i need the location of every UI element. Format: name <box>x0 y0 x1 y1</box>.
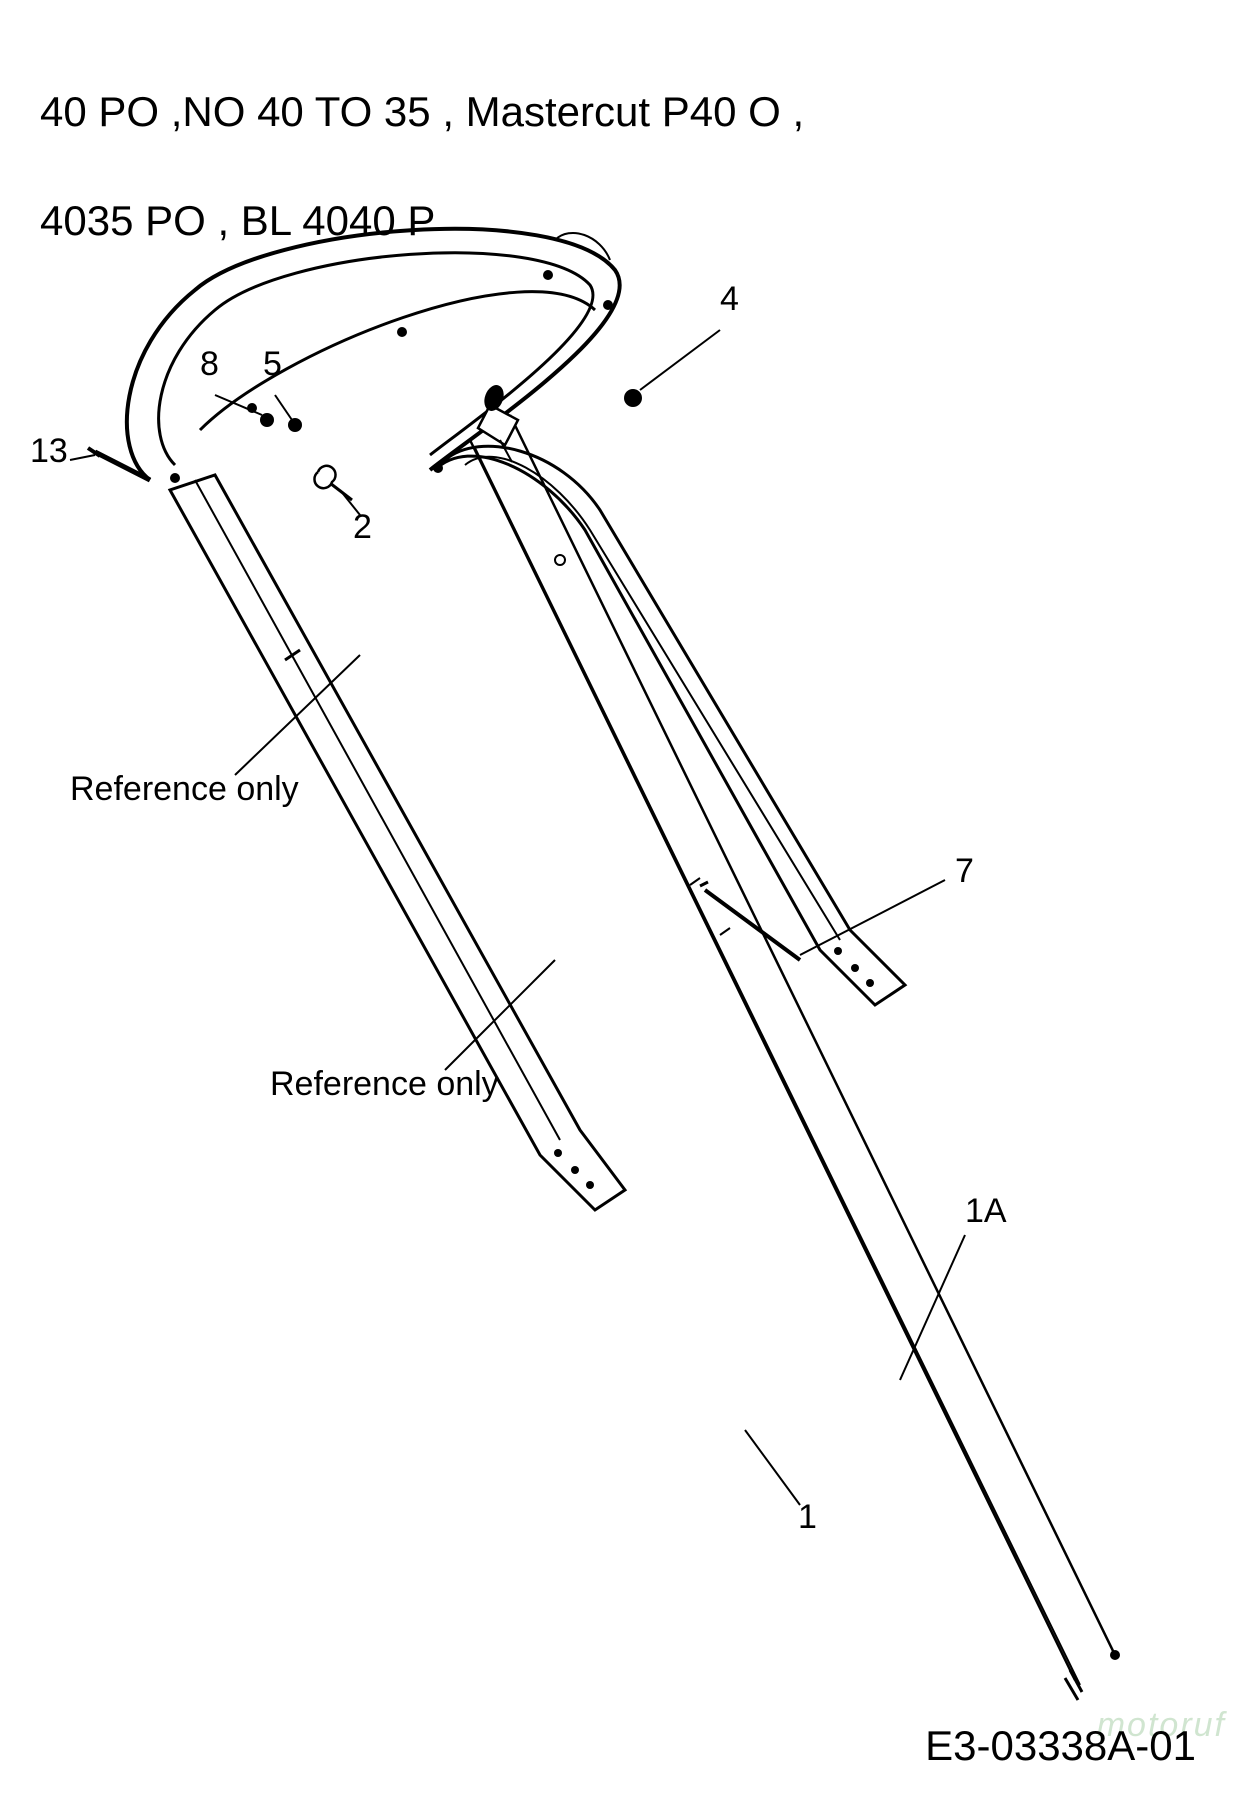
lower-handle-right <box>435 446 905 1005</box>
callout-label-8: 8 <box>200 345 219 384</box>
callout-label-1: 1 <box>798 1498 817 1537</box>
pin-7 <box>700 882 800 960</box>
reference-only-label-1: Reference only <box>70 770 299 809</box>
callout-label-2: 2 <box>353 508 372 547</box>
lower-handle-right-outline <box>435 446 905 1005</box>
cable-1a <box>510 415 1120 1660</box>
cable-1 <box>470 440 1082 1700</box>
bolt-2 <box>314 466 352 500</box>
drawing-number: E3-03338A-01 <box>925 1722 1196 1770</box>
upper-handle-inner <box>159 253 593 465</box>
reference-only-label-2: Reference only <box>270 1065 499 1104</box>
washer-8 <box>260 413 274 427</box>
callout-label-4: 4 <box>720 280 739 319</box>
nut-4 <box>624 389 642 407</box>
parts-diagram <box>0 0 1236 1800</box>
callout-label-13: 13 <box>30 432 68 471</box>
pin-13 <box>88 448 150 480</box>
bail-bar <box>200 292 595 430</box>
callout-label-7: 7 <box>955 852 974 891</box>
attach-dots <box>170 270 613 483</box>
callout-label-5: 5 <box>263 345 282 384</box>
washer-5 <box>288 418 302 432</box>
callout-label-1a: 1A <box>965 1192 1007 1231</box>
